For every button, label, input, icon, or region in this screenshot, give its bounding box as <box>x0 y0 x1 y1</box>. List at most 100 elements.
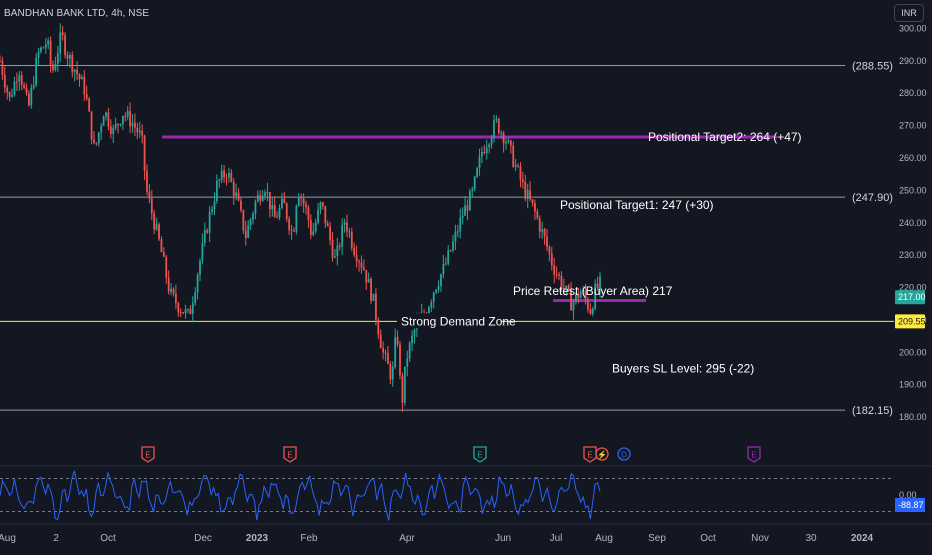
candle-body <box>165 256 168 278</box>
candle-body <box>468 191 471 211</box>
y-tick-label: 270.00 <box>899 121 927 131</box>
candle-body <box>235 192 238 196</box>
x-tick-label: Oct <box>100 533 116 544</box>
candle-body <box>399 344 401 376</box>
candle-body <box>283 198 286 204</box>
candle-body <box>534 202 536 212</box>
candle-body <box>394 337 397 367</box>
candle-body <box>261 195 264 201</box>
candle-body <box>102 116 105 126</box>
candle-body <box>326 223 329 227</box>
event-symbol: E <box>751 451 756 460</box>
candle-body <box>37 51 40 58</box>
earnings-icon[interactable] <box>141 446 155 463</box>
candle-body <box>440 274 442 287</box>
event-symbol: ⚡ <box>597 450 607 460</box>
candle-body <box>182 312 185 314</box>
candle-body <box>64 35 66 56</box>
x-tick-label: Jul <box>550 533 563 544</box>
candle-body <box>389 364 392 380</box>
annotation-bg <box>397 313 501 329</box>
candle-body <box>478 156 481 168</box>
candle-body <box>15 81 18 83</box>
candle-body <box>293 230 295 232</box>
candle-body <box>358 261 360 263</box>
candle-body <box>305 204 307 208</box>
osc-last-tag: -88.87 <box>898 500 924 510</box>
level-label: (247.90) <box>852 192 893 204</box>
level-label: (182.15) <box>852 405 893 417</box>
candle-body <box>225 177 228 179</box>
candle-body <box>143 135 146 171</box>
candle-body <box>562 288 565 290</box>
candle-body <box>11 95 13 97</box>
dividend-icon[interactable] <box>617 447 631 461</box>
candle-body <box>500 132 503 134</box>
candle-body <box>148 191 151 199</box>
candle-body <box>408 343 411 359</box>
candle-body <box>158 224 160 240</box>
candle-body <box>232 181 235 196</box>
candle-body <box>309 220 312 236</box>
candle-body <box>514 165 517 167</box>
earnings-icon[interactable] <box>583 446 597 463</box>
candle-body <box>141 130 144 136</box>
candle-body <box>435 289 438 293</box>
candle-body <box>218 179 221 182</box>
candle-body <box>73 69 76 72</box>
candle-body <box>107 112 110 127</box>
candle-body <box>300 196 303 199</box>
earnings-icon[interactable] <box>283 446 297 463</box>
candle-body <box>365 270 368 283</box>
split-icon[interactable] <box>595 447 609 461</box>
candle-body <box>184 309 187 314</box>
candle-body <box>297 196 300 206</box>
candle-body <box>350 231 353 248</box>
candle-body <box>162 252 165 257</box>
currency-button[interactable]: INR <box>894 4 924 22</box>
x-tick-label: Feb <box>300 533 318 544</box>
y-tick-label: 200.00 <box>899 347 927 357</box>
candle-body <box>0 60 1 62</box>
candle-body <box>81 77 83 80</box>
candle-body <box>172 288 175 294</box>
candle-body <box>244 230 247 238</box>
candle-body <box>237 192 240 201</box>
candle-body <box>341 225 344 247</box>
candle-body <box>336 245 339 257</box>
candle-body <box>546 236 548 247</box>
x-tick-label: Oct <box>700 533 716 544</box>
candle-body <box>353 247 356 255</box>
candle-body <box>473 176 476 190</box>
candle-body <box>167 277 170 292</box>
annotation-text: Price Retest (Buyer Area) 217 <box>513 284 673 298</box>
candle-body <box>285 203 288 219</box>
candle-body <box>543 229 546 237</box>
earnings-icon[interactable] <box>473 446 487 463</box>
candle-body <box>93 139 95 143</box>
candle-body <box>276 217 279 219</box>
candle-body <box>550 253 553 266</box>
event-symbol: E <box>587 451 592 460</box>
candle-body <box>150 198 153 214</box>
y-tick-label: 230.00 <box>899 250 927 260</box>
demand-price-tag-bg <box>895 314 925 329</box>
earnings-icon[interactable] <box>747 446 761 463</box>
demand-price-tag: 209.55 <box>898 316 926 326</box>
candle-body <box>117 123 119 125</box>
x-tick-label: Jun <box>495 533 511 544</box>
candle-body <box>242 210 245 231</box>
candle-body <box>213 201 216 210</box>
candle-body <box>138 130 141 133</box>
candle-body <box>146 170 148 192</box>
candle-body <box>83 77 86 95</box>
candle-body <box>437 286 440 290</box>
candle-body <box>266 192 269 194</box>
candle-body <box>203 230 206 243</box>
candle-body <box>8 92 11 97</box>
candle-body <box>570 289 572 311</box>
candle-body <box>281 198 283 208</box>
x-tick-label: 2024 <box>851 533 874 544</box>
